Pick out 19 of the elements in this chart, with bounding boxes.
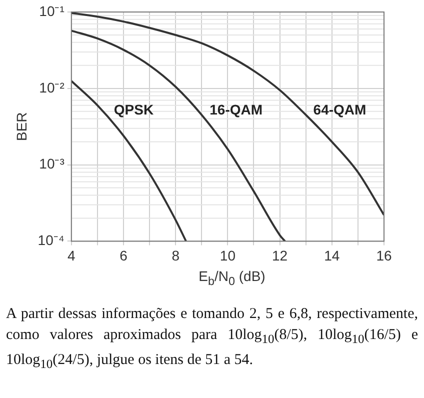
x-tick-label: 16 <box>376 247 392 264</box>
y-tick-label: 10⁻⁴ <box>38 232 64 248</box>
line-series <box>71 30 286 242</box>
text: A partir dessas informações e tomando 2, 5 e 6,8, respectivamente, como valores aproximados para 10log$_{10}$(8/5), 10log$_{10}$(16/5) e 10log$_{10}$(24/5), julgue os itens de 51 a 54. <box>6 306 418 371</box>
series-label: 64-QAM <box>313 101 366 118</box>
x-tick-label: 12 <box>272 247 288 264</box>
y-tick-label: 10⁻³ <box>39 156 65 172</box>
x-tick-label: 6 <box>120 247 128 264</box>
x-tick-label: 8 <box>172 247 180 264</box>
x-tick-label: 14 <box>324 247 340 264</box>
y-axis-title: BER <box>13 112 30 141</box>
x-axis-title: E$_{b}$/N$_{0}$ (dB) <box>198 268 266 288</box>
y-tick-label: 10⁻² <box>39 79 65 96</box>
line-series <box>71 80 188 242</box>
series-label: QPSK <box>114 101 154 118</box>
y-tick-label: 10⁻¹ <box>39 2 65 19</box>
x-tick-label: 4 <box>67 247 76 264</box>
series-label: 16-QAM <box>210 101 263 118</box>
x-tick-label: 10 <box>220 247 236 264</box>
